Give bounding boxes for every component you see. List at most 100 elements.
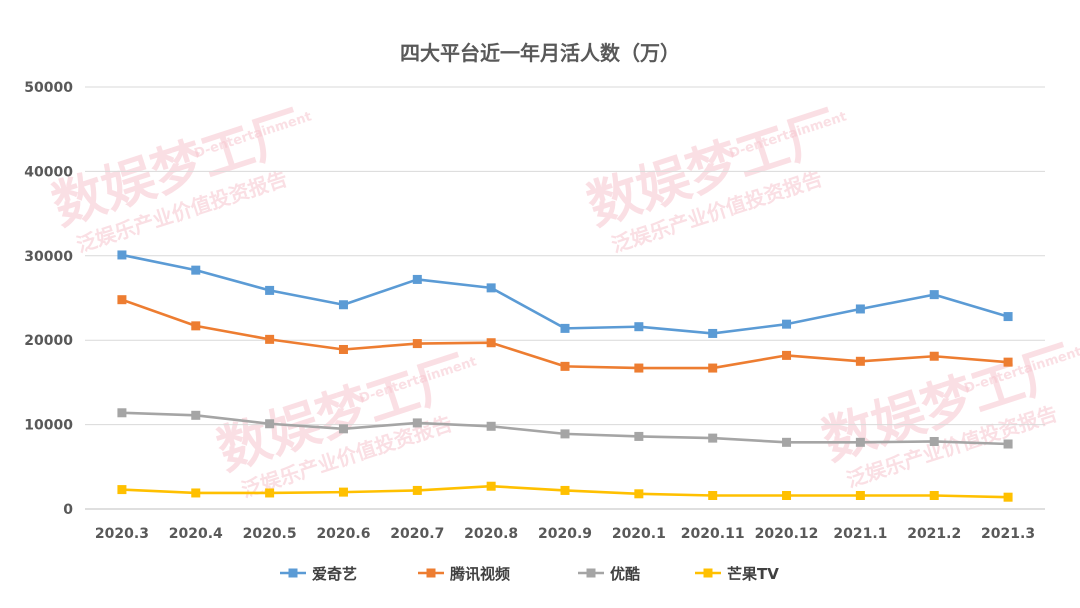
data-point xyxy=(708,433,718,443)
data-point xyxy=(486,421,496,431)
data-point xyxy=(634,363,644,373)
series-line xyxy=(121,253,1009,335)
legend-item: 优酷 xyxy=(578,565,640,583)
x-tick-label: 2020.11 xyxy=(681,526,745,542)
y-tick-label: 50000 xyxy=(24,80,73,96)
data-point xyxy=(708,363,718,373)
series-group xyxy=(117,250,1013,502)
x-tick-label: 2020.1 xyxy=(612,526,666,542)
data-point xyxy=(782,350,792,360)
watermark-logo: 数娱梦工厂 D-entertainment 泛娱乐产业价值投资报告 xyxy=(815,335,1080,492)
series xyxy=(117,295,1013,373)
data-point xyxy=(560,485,570,495)
data-point xyxy=(117,295,127,305)
legend-marker xyxy=(288,568,298,578)
data-point xyxy=(1003,492,1013,502)
data-point xyxy=(634,322,644,332)
data-point xyxy=(412,485,422,495)
data-point xyxy=(782,319,792,329)
data-point xyxy=(265,285,275,295)
legend-label: 爱奇艺 xyxy=(312,565,357,583)
data-point xyxy=(412,274,422,284)
y-tick-label: 30000 xyxy=(24,249,73,265)
data-point xyxy=(191,488,201,498)
data-point xyxy=(265,488,275,498)
watermark-logo: 数娱梦工厂 D-entertainment 泛娱乐产业价值投资报告 xyxy=(45,100,313,257)
legend-marker xyxy=(703,568,713,578)
y-tick-label: 40000 xyxy=(24,164,73,180)
x-tick-label: 2021.3 xyxy=(981,526,1035,542)
series xyxy=(117,408,1013,449)
legend-item: 芒果TV xyxy=(695,565,779,583)
data-point xyxy=(117,485,127,495)
watermark-logo: 数娱梦工厂 D-entertainment 泛娱乐产业价值投资报告 xyxy=(580,100,848,257)
data-point xyxy=(486,338,496,348)
data-point xyxy=(929,490,939,500)
data-point xyxy=(782,437,792,447)
y-tick-label: 10000 xyxy=(24,418,73,434)
data-point xyxy=(855,437,865,447)
series-line xyxy=(121,298,1009,370)
data-point xyxy=(855,356,865,366)
data-point xyxy=(117,408,127,418)
data-point xyxy=(191,265,201,275)
data-point xyxy=(855,304,865,314)
data-point xyxy=(1003,357,1013,367)
data-point xyxy=(486,481,496,491)
data-point xyxy=(634,489,644,499)
data-point xyxy=(782,490,792,500)
data-point xyxy=(1003,439,1013,449)
data-point xyxy=(560,361,570,371)
legend-label: 芒果TV xyxy=(727,565,779,583)
data-point xyxy=(191,321,201,331)
x-tick-label: 2020.12 xyxy=(755,526,819,542)
x-axis: 2020.3 2020.4 2020.5 2020.6 2020.7 2020.8 2020… xyxy=(95,526,1035,542)
legend-label: 优酷 xyxy=(610,565,640,583)
data-point xyxy=(1003,312,1013,322)
y-tick-label: 20000 xyxy=(24,333,73,349)
x-tick-label: 2020.9 xyxy=(538,526,592,542)
data-point xyxy=(265,419,275,429)
legend-item: 腾讯视频 xyxy=(418,565,510,583)
y-tick-label: 0 xyxy=(63,502,73,518)
data-point xyxy=(708,490,718,500)
data-point xyxy=(855,490,865,500)
x-tick-label: 2020.8 xyxy=(464,526,518,542)
data-point xyxy=(338,487,348,497)
data-point xyxy=(486,283,496,293)
x-tick-label: 2020.4 xyxy=(169,526,223,542)
y-axis: 0 10000 20000 30000 40000 50000 xyxy=(24,80,73,518)
data-point xyxy=(412,418,422,428)
data-point xyxy=(412,339,422,349)
chart-title: 四大平台近一年月活人数（万） xyxy=(400,41,680,65)
x-tick-label: 2020.6 xyxy=(316,526,370,542)
legend: 爱奇艺 腾讯视频 优酷 芒果TV xyxy=(280,565,779,583)
x-tick-label: 2021.2 xyxy=(907,526,961,542)
legend-marker xyxy=(426,568,436,578)
x-tick-label: 2020.5 xyxy=(243,526,297,542)
data-point xyxy=(929,351,939,361)
data-point xyxy=(708,328,718,338)
data-point xyxy=(929,290,939,300)
legend-item: 爱奇艺 xyxy=(280,565,357,583)
x-tick-label: 2021.1 xyxy=(833,526,887,542)
data-point xyxy=(929,436,939,446)
legend-marker xyxy=(586,568,596,578)
legend-label: 腾讯视频 xyxy=(449,565,510,583)
data-point xyxy=(560,429,570,439)
series xyxy=(117,481,1013,502)
watermark-group: 数娱梦工厂 D-entertainment 泛娱乐产业价值投资报告 数娱梦工厂 … xyxy=(45,100,1080,502)
x-tick-label: 2020.3 xyxy=(95,526,149,542)
data-point xyxy=(634,431,644,441)
data-point xyxy=(338,344,348,354)
data-point xyxy=(191,410,201,420)
data-point xyxy=(265,334,275,344)
series xyxy=(117,250,1013,338)
data-point xyxy=(560,323,570,333)
data-point xyxy=(117,250,127,260)
data-point xyxy=(338,300,348,310)
data-point xyxy=(338,424,348,434)
x-tick-label: 2020.7 xyxy=(390,526,444,542)
grid-lines xyxy=(85,86,1045,510)
